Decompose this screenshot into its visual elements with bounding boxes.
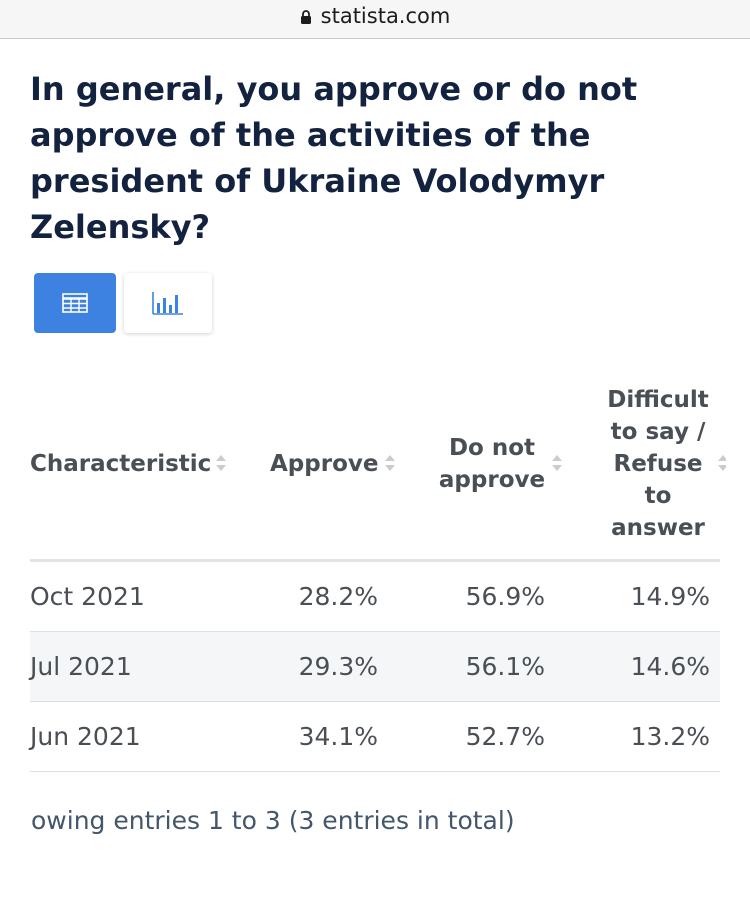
bar-chart-icon bbox=[152, 292, 183, 315]
table-row: Jul 2021 29.3% 56.1% 14.6% bbox=[30, 632, 720, 702]
approve-value: 28.2% bbox=[298, 582, 378, 611]
table-icon bbox=[62, 293, 88, 313]
table-row: Oct 2021 28.2% 56.9% 14.9% bbox=[30, 562, 720, 632]
browser-url-bar[interactable]: statista.com bbox=[0, 0, 750, 39]
sort-icon[interactable] bbox=[214, 452, 228, 474]
column-header-approve[interactable]: Approve bbox=[270, 451, 379, 477]
difficult-to-say-value: 14.6% bbox=[630, 652, 710, 681]
sort-icon[interactable] bbox=[550, 452, 564, 474]
do-not-approve-value: 56.1% bbox=[465, 652, 545, 681]
approve-value: 34.1% bbox=[298, 722, 378, 751]
table-row: Jun 2021 34.1% 52.7% 13.2% bbox=[30, 702, 720, 772]
url-text: statista.com bbox=[320, 4, 451, 28]
difficult-to-say-value: 13.2% bbox=[630, 722, 710, 751]
lock-icon bbox=[300, 10, 311, 24]
difficult-to-say-value: 14.9% bbox=[630, 582, 710, 611]
do-not-approve-value: 52.7% bbox=[465, 722, 545, 751]
entries-info: owing entries 1 to 3 (3 entries in total… bbox=[31, 806, 515, 835]
row-label: Jun 2021 bbox=[30, 722, 141, 751]
chart-title: In general, you approve or do not approv… bbox=[30, 70, 638, 246]
column-header-characteristic[interactable]: Characteristic bbox=[30, 451, 212, 477]
sort-icon[interactable] bbox=[383, 452, 397, 474]
header-divider bbox=[30, 559, 720, 562]
column-header-difficult-to-say[interactable]: Difficult to say / Refuse to answer bbox=[607, 387, 709, 541]
column-header-do-not-approve[interactable]: Do not approve bbox=[438, 435, 546, 493]
chart-view-button[interactable] bbox=[124, 273, 212, 333]
row-label: Jul 2021 bbox=[30, 652, 132, 681]
sort-icon[interactable] bbox=[716, 452, 726, 474]
table-view-button[interactable] bbox=[34, 273, 116, 333]
do-not-approve-value: 56.9% bbox=[465, 582, 545, 611]
approve-value: 29.3% bbox=[298, 652, 378, 681]
row-label: Oct 2021 bbox=[30, 582, 145, 611]
